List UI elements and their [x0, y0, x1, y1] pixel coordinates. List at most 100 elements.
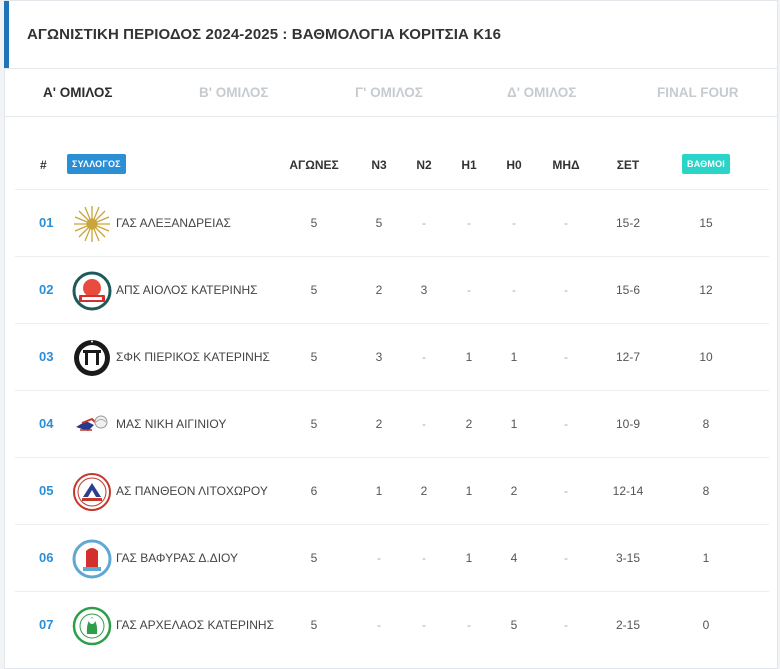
header-h0: Η0 — [506, 158, 522, 172]
archelaos-logo-icon — [72, 606, 112, 646]
cell-games: 6 — [310, 484, 318, 498]
cell-sets: 15-6 — [615, 283, 641, 297]
group-tabs: Α' ΟΜΙΛΟΣ Β' ΟΜΙΛΟΣ Γ' ΟΜΙΛΟΣ Δ' ΟΜΙΛΟΣ … — [5, 69, 777, 117]
table-row[interactable]: 07 ΓΑΣ ΑΡΧΕΛΑΟΣ ΚΑΤΕΡΙΝΗΣ 5 - - - 5 - 2-… — [15, 591, 769, 658]
cell-h1: 2 — [465, 417, 473, 431]
cell-h0: 5 — [510, 618, 518, 632]
cell-n2: - — [422, 216, 426, 230]
table-row[interactable]: 01 ΓΑΣ ΑΛΕΞΑΝΔΡΕΙΑΣ 5 5 - - - - 15- — [15, 189, 769, 256]
cell-n2: 2 — [420, 484, 428, 498]
tab-group-a[interactable]: Α' ΟΜΙΛΟΣ — [43, 85, 113, 100]
cell-n3: 2 — [375, 417, 383, 431]
header-n3: Ν3 — [371, 158, 387, 172]
rank-number: 04 — [39, 416, 54, 431]
tab-group-b[interactable]: Β' ΟΜΙΛΟΣ — [199, 85, 269, 100]
cell-sets: 12-14 — [612, 484, 644, 498]
cell-h1: - — [467, 283, 471, 297]
rank-number: 06 — [39, 550, 54, 565]
team-name[interactable]: ΣΦΚ ΠΙΕΡΙΚΟΣ ΚΑΤΕΡΙΝΗΣ — [116, 350, 270, 364]
team-name[interactable]: ΑΣ ΠΑΝΘΕΟΝ ΛΙΤΟΧΩΡΟΥ — [116, 484, 268, 498]
cell-mhd: - — [564, 417, 568, 431]
cell-points: 8 — [702, 484, 710, 498]
header-n2: Ν2 — [416, 158, 432, 172]
cell-games: 5 — [310, 618, 318, 632]
header-games: ΑΓΩΝΕΣ — [289, 158, 339, 172]
cell-games: 5 — [310, 283, 318, 297]
team-name[interactable]: ΑΠΣ ΑΙΟΛΟΣ ΚΑΤΕΡΙΝΗΣ — [116, 283, 258, 297]
card-header: ΑΓΩΝΙΣΤΙΚΗ ΠΕΡΙΟΔΟΣ 2024-2025 : ΒΑΘΜΟΛΟΓ… — [4, 1, 777, 69]
cell-games: 5 — [310, 216, 318, 230]
tab-group-c[interactable]: Γ' ΟΜΙΛΟΣ — [355, 85, 423, 100]
header-rank: # — [40, 158, 47, 172]
cell-sets: 2-15 — [615, 618, 641, 632]
cell-sets: 10-9 — [615, 417, 641, 431]
cell-h0: - — [512, 216, 516, 230]
cell-h0: - — [512, 283, 516, 297]
cell-points: 15 — [699, 216, 713, 230]
cell-h0: 4 — [510, 551, 518, 565]
table-row[interactable]: 03 ΣΦΚ ΠΙΕΡΙΚΟΣ ΚΑΤΕΡΙΝΗΣ 5 3 - 1 1 - 12… — [15, 323, 769, 390]
cell-mhd: - — [564, 551, 568, 565]
rank-number: 05 — [39, 483, 54, 498]
standings-table: # ΣΥΛΛΟΓΟΣ ΑΓΩΝΕΣ Ν3 Ν2 Η1 Η0 ΜΗΔ ΣΕΤ ΒΑ… — [5, 141, 779, 658]
cell-n2: 3 — [420, 283, 428, 297]
team-name[interactable]: ΓΑΣ ΑΡΧΕΛΑΟΣ ΚΑΤΕΡΙΝΗΣ — [116, 618, 275, 632]
cell-games: 5 — [310, 350, 318, 364]
cell-n3: 1 — [375, 484, 383, 498]
cell-h1: 1 — [465, 484, 473, 498]
cell-h0: 1 — [510, 417, 518, 431]
cell-points: 1 — [702, 551, 710, 565]
pantheon-logo-icon — [73, 473, 111, 511]
cell-h1: 1 — [465, 350, 473, 364]
cell-n2: - — [422, 417, 426, 431]
table-row[interactable]: 05 ΑΣ ΠΑΝΘΕΟΝ ΛΙΤΟΧΩΡΟΥ 6 1 2 1 2 - 12-1… — [15, 457, 769, 524]
cell-points: 0 — [702, 618, 710, 632]
rank-number: 03 — [39, 349, 54, 364]
cell-n2: - — [422, 551, 426, 565]
table-row[interactable]: 04 ΜΑΣ ΝΙΚΗ ΑΙΓΙΝΙΟΥ 5 2 - 2 1 - 10-9 8 — [15, 390, 769, 457]
sun-logo-icon — [74, 206, 110, 242]
cell-h1: - — [467, 216, 471, 230]
cell-mhd: - — [564, 216, 568, 230]
vafyras-logo-icon — [72, 539, 112, 579]
header-h1: Η1 — [461, 158, 477, 172]
cell-n3: 5 — [375, 216, 383, 230]
standings-card: ΑΓΩΝΙΣΤΙΚΗ ΠΕΡΙΟΔΟΣ 2024-2025 : ΒΑΘΜΟΛΟΓ… — [4, 0, 778, 669]
cell-h0: 1 — [510, 350, 518, 364]
cell-points: 8 — [702, 417, 710, 431]
tab-final-four[interactable]: FINAL FOUR — [657, 85, 739, 100]
cell-games: 5 — [310, 551, 318, 565]
cell-sets: 15-2 — [615, 216, 641, 230]
cell-n2: - — [422, 350, 426, 364]
team-name[interactable]: ΓΑΣ ΒΑΦΥΡΑΣ Δ.ΔΙΟΥ — [116, 551, 238, 565]
rank-number: 01 — [39, 215, 54, 230]
cell-n3: 3 — [375, 350, 383, 364]
cell-h1: - — [467, 618, 471, 632]
cell-sets: 3-15 — [615, 551, 641, 565]
rank-number: 07 — [39, 617, 54, 632]
pierikos-logo-icon — [74, 340, 110, 376]
cell-h1: 1 — [465, 551, 473, 565]
header-club: ΣΥΛΛΟΓΟΣ — [67, 154, 126, 174]
cell-mhd: - — [564, 484, 568, 498]
cell-n3: - — [377, 551, 381, 565]
table-row[interactable]: 06 ΓΑΣ ΒΑΦΥΡΑΣ Δ.ΔΙΟΥ 5 - - 1 4 - 3-15 1 — [15, 524, 769, 591]
niki-logo-icon — [76, 415, 108, 431]
header-points: ΒΑΘΜΟΙ — [682, 154, 730, 174]
cell-mhd: - — [564, 618, 568, 632]
aiolos-logo-icon — [72, 271, 112, 311]
table-header-row: # ΣΥΛΛΟΓΟΣ ΑΓΩΝΕΣ Ν3 Ν2 Η1 Η0 ΜΗΔ ΣΕΤ ΒΑ… — [5, 141, 779, 189]
cell-mhd: - — [564, 350, 568, 364]
cell-n2: - — [422, 618, 426, 632]
cell-n3: 2 — [375, 283, 383, 297]
table-row[interactable]: 02 ΑΠΣ ΑΙΟΛΟΣ ΚΑΤΕΡΙΝΗΣ 5 2 3 - - - 15-6… — [15, 256, 769, 323]
cell-points: 12 — [699, 283, 713, 297]
cell-sets: 12-7 — [615, 350, 641, 364]
cell-n3: - — [377, 618, 381, 632]
rank-number: 02 — [39, 282, 54, 297]
tab-group-d[interactable]: Δ' ΟΜΙΛΟΣ — [507, 85, 577, 100]
header-mhd: ΜΗΔ — [552, 158, 580, 172]
header-sets: ΣΕΤ — [616, 158, 640, 172]
team-name[interactable]: ΜΑΣ ΝΙΚΗ ΑΙΓΙΝΙΟΥ — [116, 417, 227, 431]
team-name[interactable]: ΓΑΣ ΑΛΕΞΑΝΔΡΕΙΑΣ — [116, 216, 231, 230]
